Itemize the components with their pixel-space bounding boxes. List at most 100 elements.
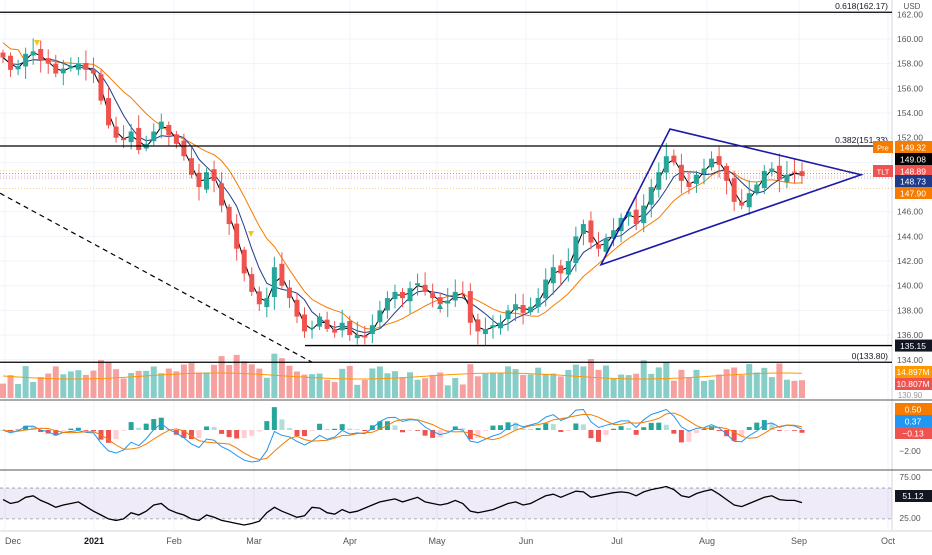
candle (791, 159, 797, 184)
fib-level-label: 0(133.80) (852, 351, 889, 361)
macd-histogram-bar (422, 430, 428, 436)
macd-histogram-bar (550, 424, 556, 430)
candle-body (573, 236, 579, 264)
macd-histogram-bar (53, 430, 59, 436)
candle (30, 38, 36, 65)
macd-histogram-bar (317, 423, 323, 430)
macd-histogram-bar (181, 430, 187, 438)
candle (422, 272, 428, 296)
candle (279, 252, 285, 290)
candle (663, 142, 669, 181)
candle-body (663, 156, 669, 173)
macd-histogram-bar (128, 422, 134, 430)
volume-bars (0, 353, 805, 398)
price-tick-label: 134.00 (897, 355, 923, 365)
candle-body (128, 131, 134, 143)
price-tick-label: 162.00 (897, 9, 923, 19)
macd-histogram-bar (324, 428, 330, 430)
candle-body (75, 63, 81, 70)
candle-body (791, 171, 797, 173)
price-tick-label: 146.00 (897, 207, 923, 217)
macd-histogram-bar (799, 430, 805, 433)
candle-body (460, 293, 466, 295)
volume-bar (497, 373, 504, 398)
macd-histogram-bar (784, 430, 790, 431)
macd-histogram-bar (279, 419, 285, 430)
macd-histogram-bar (136, 427, 142, 430)
month-label: Apr (343, 536, 357, 546)
candle-body (106, 98, 112, 126)
candle (648, 178, 654, 218)
volume-bar (753, 372, 760, 398)
macd-histogram-bar (68, 428, 74, 430)
candle-body (558, 265, 564, 274)
price-label-box (895, 141, 932, 153)
candle (580, 219, 586, 246)
candle-body (565, 261, 571, 275)
volume-bar (384, 373, 391, 398)
volume-bar (723, 369, 730, 398)
volume-bar (97, 360, 104, 398)
volume-bar (241, 361, 248, 398)
candle (53, 54, 59, 78)
candle-body (188, 158, 194, 175)
macd-histogram-bar (15, 429, 21, 431)
volume-bar (610, 378, 617, 398)
candle (761, 164, 767, 195)
candle-body (264, 298, 270, 308)
candle-body (68, 66, 74, 69)
macd-histogram-bar (626, 428, 632, 430)
macd-histogram-bar (588, 430, 594, 439)
price-tick-label: 140.00 (897, 281, 923, 291)
candle (746, 180, 752, 216)
price-tick-label: 158.00 (897, 59, 923, 69)
macd-value-label: 0.37 (905, 417, 922, 427)
volume-bar (776, 363, 783, 398)
volume-bar (52, 366, 59, 398)
dashed-trendline (0, 192, 313, 363)
volume-bar (550, 373, 557, 398)
volume-bar (595, 369, 602, 398)
candle (181, 133, 187, 161)
candle-body (656, 172, 662, 190)
axes: Dec 2021 Feb Mar Apr May Jun Jul Aug Sep Oct 162.00… (5, 2, 932, 546)
macd-histogram-bar (415, 430, 421, 431)
macd-histogram-bar (731, 430, 737, 441)
macd-histogram-bar (467, 430, 473, 440)
candle-body (407, 288, 413, 302)
month-label: May (428, 536, 446, 546)
volume-bar (301, 374, 308, 398)
macd-histogram-bar (678, 430, 684, 443)
candle (0, 49, 6, 63)
volume-value-box (895, 366, 932, 378)
candle (754, 181, 760, 196)
candle-body (724, 165, 730, 181)
support-price-box (895, 339, 932, 352)
candle-body (226, 206, 232, 225)
macd-value-label: −0.13 (902, 429, 924, 439)
candle (437, 292, 443, 313)
volume-bar (113, 369, 120, 398)
macd-histogram-bar (656, 422, 662, 430)
candle-body (520, 304, 526, 313)
macd-histogram-bar (633, 430, 639, 435)
month-label: Jun (519, 536, 534, 546)
candle-body (641, 205, 647, 224)
volume-bar (105, 362, 112, 398)
macd-histogram-bar (30, 426, 36, 430)
volume-bar (489, 373, 496, 398)
macd-histogram-bar (739, 430, 745, 437)
macd-histogram-bar (196, 430, 202, 438)
macd-histogram-bar (332, 428, 338, 430)
candle (633, 196, 639, 231)
price-label-box (895, 153, 932, 165)
macd-value-box (895, 427, 932, 439)
volume-bar (30, 381, 37, 398)
month-label: Sep (791, 536, 807, 546)
candle (550, 254, 556, 295)
month-label: Feb (166, 536, 182, 546)
volume-bar (799, 380, 805, 398)
candle-body (90, 69, 96, 74)
candle-body (400, 291, 405, 299)
volume-bar (218, 356, 225, 398)
